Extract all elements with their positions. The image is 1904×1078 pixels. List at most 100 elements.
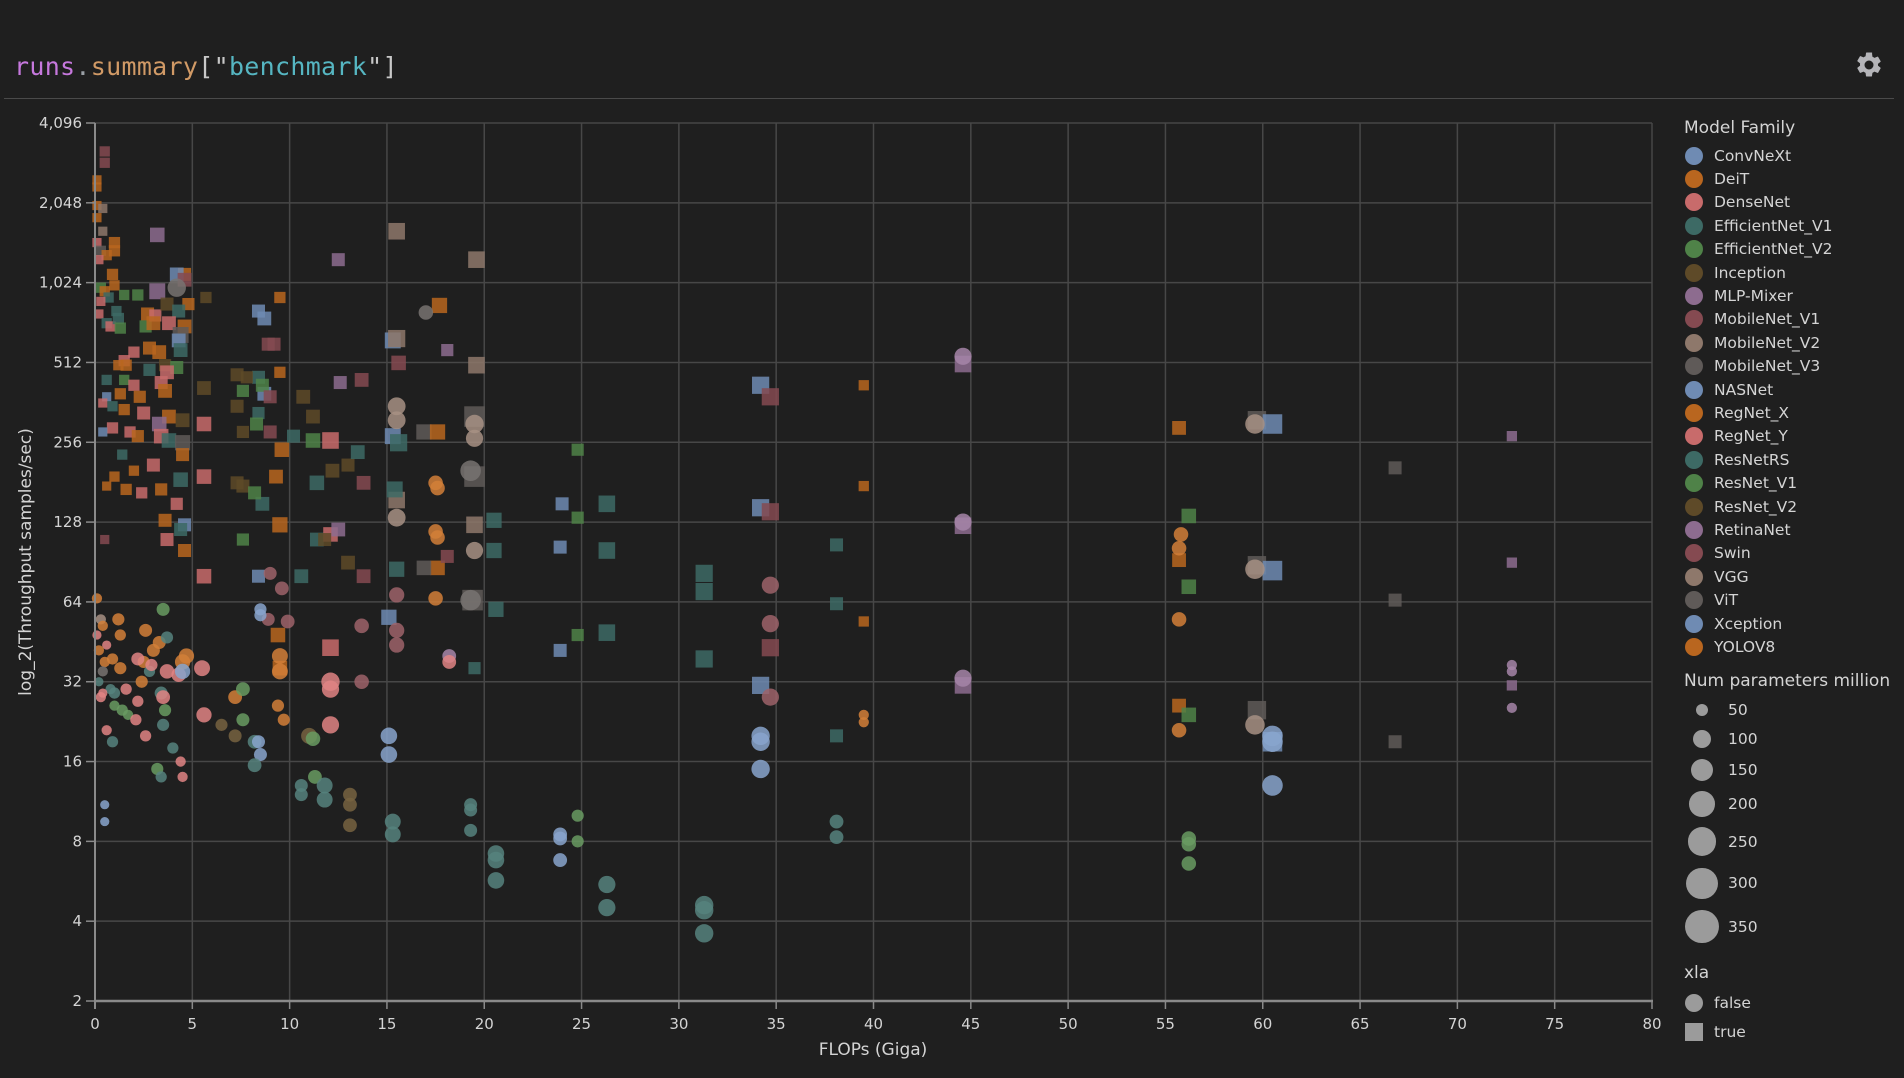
point-circle[interactable] [97,666,108,677]
point-square[interactable] [331,522,346,537]
point-circle[interactable] [236,713,250,727]
point-circle[interactable] [858,709,869,720]
legend-item-family[interactable]: DenseNet [1684,191,1899,214]
point-square[interactable] [830,597,844,611]
point-square[interactable] [98,226,108,236]
point-square[interactable] [1506,557,1518,568]
point-circle[interactable] [442,655,457,669]
point-square[interactable] [1247,700,1267,720]
point-circle[interactable] [1245,715,1265,735]
point-circle[interactable] [1171,722,1187,738]
point-square[interactable] [1506,680,1518,691]
point-square[interactable] [1388,461,1402,475]
point-square[interactable] [858,480,869,492]
point-square[interactable] [468,356,485,374]
point-square[interactable] [252,406,265,420]
point-circle[interactable] [343,797,357,812]
point-circle[interactable] [751,759,770,779]
point-square[interactable] [553,643,567,657]
point-square[interactable] [95,245,106,256]
point-square[interactable] [1506,430,1518,442]
point-square[interactable] [388,329,406,348]
point-square[interactable] [98,203,108,214]
point-square[interactable] [100,534,110,545]
point-square[interactable] [571,628,584,642]
point-circle[interactable] [167,278,186,297]
point-square[interactable] [858,380,869,391]
point-square[interactable] [270,627,286,643]
point-square[interactable] [752,676,770,694]
point-square[interactable] [131,430,144,443]
point-circle[interactable] [271,648,288,664]
point-circle[interactable] [158,704,172,717]
point-square[interactable] [160,533,174,547]
point-square[interactable] [174,435,191,451]
point-square[interactable] [257,311,272,326]
point-square[interactable] [98,427,108,437]
point-square[interactable] [175,413,190,428]
legend-item-family[interactable]: YOLOV8 [1684,635,1899,658]
point-circle[interactable] [387,508,406,527]
point-circle[interactable] [829,814,844,829]
point-circle[interactable] [308,770,322,784]
point-circle[interactable] [167,742,179,754]
point-circle[interactable] [277,713,290,726]
point-circle[interactable] [1181,837,1197,852]
point-circle[interactable] [465,414,484,434]
point-square[interactable] [598,624,616,641]
point-square[interactable] [92,213,102,223]
point-square[interactable] [255,378,269,392]
legend-item-family[interactable]: ResNetRS [1684,448,1899,471]
point-square[interactable] [173,343,188,357]
point-square[interactable] [132,289,144,301]
point-circle[interactable] [387,411,406,430]
point-square[interactable] [1181,579,1197,595]
point-square[interactable] [429,424,446,440]
point-square[interactable] [170,497,183,510]
point-circle[interactable] [1245,559,1265,579]
point-circle[interactable] [1262,775,1283,796]
point-square[interactable] [99,146,110,157]
point-square[interactable] [103,292,114,303]
point-circle[interactable] [155,771,167,783]
point-circle[interactable] [1181,856,1197,871]
point-circle[interactable] [139,730,152,742]
point-circle[interactable] [177,771,188,783]
point-square[interactable] [322,432,339,449]
point-square[interactable] [92,175,102,185]
point-circle[interactable] [343,818,357,833]
point-square[interactable] [108,245,121,257]
point-square[interactable] [230,399,244,413]
point-square[interactable] [761,639,779,657]
point-circle[interactable] [139,623,153,637]
point-square[interactable] [255,496,270,511]
point-square[interactable] [94,309,104,319]
point-circle[interactable] [761,576,779,594]
point-square[interactable] [1388,735,1402,749]
point-circle[interactable] [389,622,405,638]
point-circle[interactable] [487,851,505,869]
point-square[interactable] [356,569,371,584]
point-square[interactable] [102,481,112,491]
point-circle[interactable] [465,429,484,447]
point-square[interactable] [236,533,250,546]
point-square[interactable] [106,268,119,281]
point-circle[interactable] [1171,612,1187,627]
point-square[interactable] [571,443,584,456]
point-square[interactable] [555,497,569,511]
point-circle[interactable] [430,530,445,545]
point-square[interactable] [274,291,286,304]
point-square[interactable] [274,442,290,457]
legend-item-family[interactable]: RegNet_Y [1684,425,1899,448]
point-square[interactable] [92,237,102,248]
legend-item-family[interactable]: Xception [1684,612,1899,635]
point-square[interactable] [120,359,132,371]
point-circle[interactable] [380,746,398,763]
point-circle[interactable] [316,791,333,808]
point-circle[interactable] [571,835,584,848]
point-circle[interactable] [354,674,369,690]
point-square[interactable] [133,390,146,403]
point-circle[interactable] [465,541,484,560]
point-square[interactable] [1172,553,1186,568]
point-circle[interactable] [251,735,265,749]
